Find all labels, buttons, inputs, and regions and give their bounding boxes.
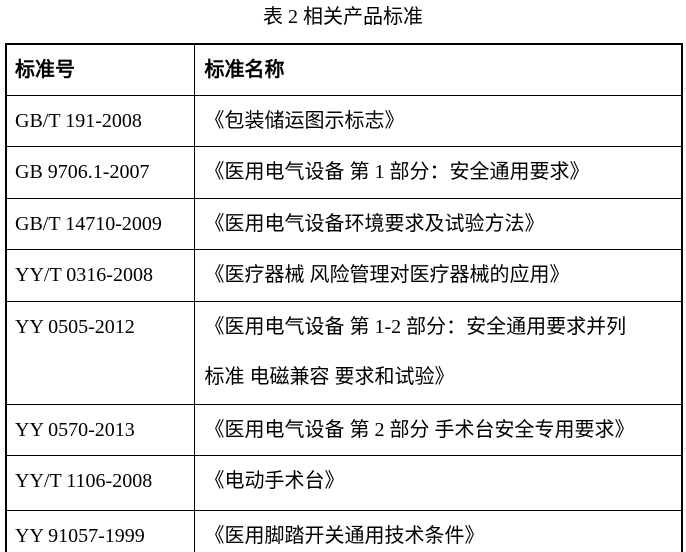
- standard-code-cell: YY/T 1106-2008: [5, 455, 195, 511]
- standard-code-cell: YY 0505-2012: [5, 301, 195, 405]
- table-row: YY 0505-2012 《医用电气设备 第 1-2 部分：安全通用要求并列 标…: [5, 301, 683, 405]
- table-row: YY 91057-1999 《医用脚踏开关通用技术条件》: [5, 510, 683, 552]
- table-row: YY 0570-2013 《医用电气设备 第 2 部分 手术台安全专用要求》: [5, 404, 683, 456]
- standard-code-cell: GB/T 14710-2009: [5, 198, 195, 250]
- table-row: YY/T 1106-2008 《电动手术台》: [5, 455, 683, 511]
- header-row: 标准号 标准名称: [5, 43, 683, 96]
- standard-code-cell: GB 9706.1-2007: [5, 146, 195, 199]
- table-row: GB 9706.1-2007 《医用电气设备 第 1 部分：安全通用要求》: [5, 146, 683, 199]
- standards-table: 标准号 标准名称 GB/T 191-2008 《包装储运图示标志》 GB 970…: [5, 43, 683, 552]
- standard-code-cell: YY 91057-1999: [5, 510, 195, 552]
- standard-name-cell: 《医用电气设备环境要求及试验方法》: [193, 198, 683, 250]
- standard-name-cell: 《医疗器械 风险管理对医疗器械的应用》: [193, 249, 683, 302]
- standard-name-cell: 《医用电气设备 第 2 部分 手术台安全专用要求》: [193, 404, 683, 456]
- table-row: GB/T 14710-2009 《医用电气设备环境要求及试验方法》: [5, 198, 683, 250]
- table-row: GB/T 191-2008 《包装储运图示标志》: [5, 95, 683, 147]
- standard-name-cell: 《电动手术台》: [193, 455, 683, 511]
- column-header-standard-code: 标准号: [5, 43, 195, 96]
- standard-name-cell: 《包装储运图示标志》: [193, 95, 683, 147]
- standard-name-cell: 《医用脚踏开关通用技术条件》: [193, 510, 683, 552]
- standard-code-cell: YY 0570-2013: [5, 404, 195, 456]
- table-caption: 表 2 相关产品标准: [263, 6, 423, 28]
- table-row: YY/T 0316-2008 《医疗器械 风险管理对医疗器械的应用》: [5, 249, 683, 302]
- standard-name-cell: 《医用电气设备 第 1-2 部分：安全通用要求并列 标准 电磁兼容 要求和试验》: [193, 301, 683, 405]
- standard-name-cell: 《医用电气设备 第 1 部分：安全通用要求》: [193, 146, 683, 199]
- standard-code-cell: YY/T 0316-2008: [5, 249, 195, 302]
- column-header-standard-name: 标准名称: [193, 43, 683, 96]
- standard-code-cell: GB/T 191-2008: [5, 95, 195, 147]
